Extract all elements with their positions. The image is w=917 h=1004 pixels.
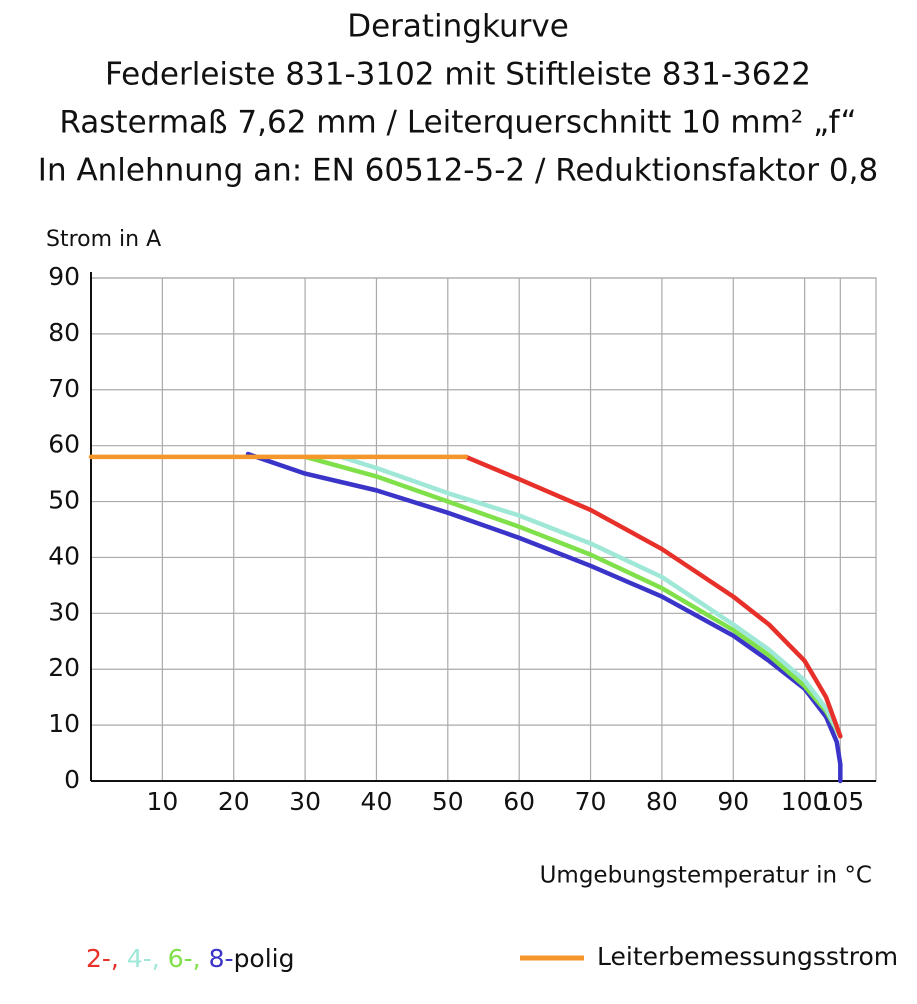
x-tick-label: 100 [781,787,829,816]
y-tick-label: 80 [48,318,80,347]
x-tick-label: 40 [361,787,393,816]
line [245,451,843,784]
y-axis-label: Strom in A [46,227,161,252]
y-tick-label: 40 [48,541,80,570]
x-tick-label: 90 [717,787,749,816]
line [302,454,843,739]
chart-title: Rastermaß 7,62 mm / Leiterquerschnitt 10… [59,105,856,141]
x-tick-label: 50 [432,787,464,816]
y-tick-label: 10 [48,709,80,738]
chart-title: Deratingkurve [347,9,569,45]
x-tick-label: 30 [289,787,321,816]
x-tick-label: 20 [218,787,250,816]
x-tick-label: 70 [575,787,607,816]
legend-label: 4-, [127,944,160,973]
y-tick-label: 60 [48,430,80,459]
legend-label: 8- [209,944,234,973]
legend-label: Leiterbemessungsstrom [597,942,898,971]
y-tick-label: 0 [64,765,80,794]
y-tick-label: 30 [48,597,80,626]
x-tick-label: 10 [146,787,178,816]
legend-label: 2-, [86,944,119,973]
line [338,454,843,739]
legend-label: 6-, [168,944,201,973]
legend: 2-, 4-, 6-, 8-polig [86,944,295,973]
x-tick-label: 60 [503,787,535,816]
x-tick-label: 105 [816,787,864,816]
legend-label: polig [234,944,295,973]
y-tick-label: 90 [48,262,80,291]
x-axis-label: Umgebungstemperatur in °C [540,863,872,889]
y-tick-label: 70 [48,374,80,403]
x-tick-label: 80 [646,787,678,816]
line [463,454,843,739]
y-tick-label: 50 [48,486,80,515]
y-tick-label: 20 [48,653,80,682]
chart-title: Federleiste 831-3102 mit Stiftleiste 831… [105,57,811,93]
chart-title: In Anlehnung an: EN 60512-5-2 / Reduktio… [38,153,878,189]
plot-frame [90,277,877,782]
